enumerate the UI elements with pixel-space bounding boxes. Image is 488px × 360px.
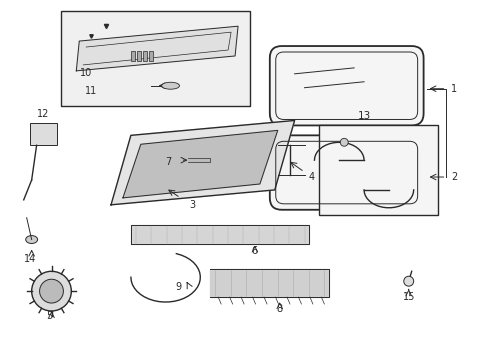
Text: 3: 3 — [189, 200, 195, 210]
Bar — [131, 51, 135, 61]
Bar — [137, 51, 141, 61]
Text: 6: 6 — [251, 247, 258, 256]
Text: 2: 2 — [450, 172, 457, 182]
Polygon shape — [210, 269, 328, 297]
FancyBboxPatch shape — [269, 46, 423, 125]
Polygon shape — [111, 121, 294, 205]
Bar — [142, 51, 146, 61]
Polygon shape — [131, 225, 309, 244]
Ellipse shape — [162, 82, 179, 89]
Text: 11: 11 — [85, 86, 97, 96]
Text: 14: 14 — [23, 255, 36, 264]
Circle shape — [32, 271, 71, 311]
Text: 12: 12 — [37, 108, 50, 118]
Circle shape — [403, 276, 413, 286]
Bar — [30, 123, 57, 145]
Bar — [319, 125, 438, 215]
Ellipse shape — [26, 235, 38, 243]
Polygon shape — [122, 130, 277, 198]
Text: 9: 9 — [175, 282, 181, 292]
FancyBboxPatch shape — [269, 135, 423, 210]
Text: 5: 5 — [46, 311, 53, 321]
Polygon shape — [76, 26, 238, 71]
Bar — [61, 11, 249, 105]
Text: 4: 4 — [308, 172, 314, 182]
Bar — [148, 51, 152, 61]
Text: 7: 7 — [165, 157, 171, 167]
Circle shape — [340, 138, 347, 146]
Text: 8: 8 — [276, 304, 282, 314]
Polygon shape — [188, 158, 210, 162]
Text: 15: 15 — [402, 292, 414, 302]
Text: 10: 10 — [80, 68, 92, 78]
Text: 1: 1 — [450, 84, 457, 94]
Circle shape — [40, 279, 63, 303]
Text: 13: 13 — [357, 111, 370, 121]
